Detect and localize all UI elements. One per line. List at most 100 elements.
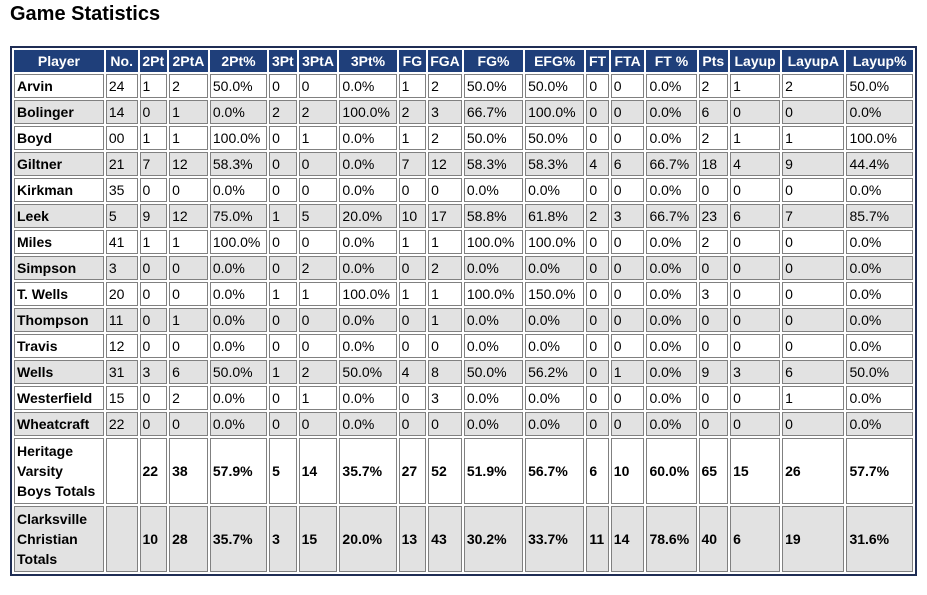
table-row: Kirkman 35 0 0 0.0% 0 0 0.0% 0 0 0.0% 0.0% 0 0 0.0% 0 0 0…	[14, 178, 913, 202]
stat-cell: 4	[586, 152, 609, 176]
total-stat-cell: 31.6%	[846, 506, 913, 572]
stat-cell: 0	[782, 256, 845, 280]
stat-cell: 0	[269, 412, 297, 436]
stat-cell: 17	[428, 204, 462, 228]
stat-cell: 0.0%	[463, 308, 524, 332]
stat-cell: 0	[398, 412, 427, 436]
stat-cell: 11	[105, 308, 138, 332]
stat-cell: 0	[586, 334, 609, 358]
stat-cell: 50.0%	[846, 360, 913, 384]
stat-cell: 2	[428, 74, 462, 98]
stat-cell: 50.0%	[846, 74, 913, 98]
total-stat-cell	[105, 506, 138, 572]
stat-cell: 22	[105, 412, 138, 436]
stat-cell: 1	[269, 282, 297, 306]
stat-cell: 0	[782, 230, 845, 254]
stat-cell: 0	[586, 256, 609, 280]
stat-cell: 12	[169, 204, 208, 228]
page-title: Game Statistics	[10, 3, 161, 25]
table-row: T. Wells 20 0 0 0.0% 1 1 100.0% 1 1 100.0% 150.0% 0 0…	[14, 282, 913, 306]
stat-cell: 0	[398, 386, 427, 410]
stat-cell: 50.0%	[209, 74, 268, 98]
stat-cell: 5	[105, 204, 138, 228]
player-name-cell: Bolinger	[14, 100, 104, 124]
stat-cell: 0.0%	[339, 74, 397, 98]
stat-cell: 2	[298, 256, 338, 280]
total-stat-cell: 51.9%	[463, 438, 524, 504]
stat-cell: 50.0%	[463, 74, 524, 98]
stat-cell: 0.0%	[209, 100, 268, 124]
stat-cell: 1	[398, 230, 427, 254]
stat-cell: 0	[586, 412, 609, 436]
stat-cell: 21	[105, 152, 138, 176]
stat-cell: 50.0%	[525, 126, 585, 150]
stat-cell: 150.0%	[525, 282, 585, 306]
stat-cell: 58.3%	[463, 152, 524, 176]
stat-cell: 0	[782, 282, 845, 306]
stat-cell: 0	[298, 412, 338, 436]
stat-cell: 6	[730, 204, 781, 228]
stat-cell: 0.0%	[339, 256, 397, 280]
stat-cell: 0.0%	[525, 256, 585, 280]
column-header: 2Pt%	[209, 50, 268, 72]
stat-cell: 0	[298, 308, 338, 332]
stat-cell: 1	[730, 74, 781, 98]
column-header: FG%	[463, 50, 524, 72]
player-name-cell: Boyd	[14, 126, 104, 150]
stat-cell: 0	[169, 282, 208, 306]
total-stat-cell: 14	[298, 438, 338, 504]
total-stat-cell: 11	[586, 506, 609, 572]
stat-cell: 2	[428, 126, 462, 150]
stat-cell: 0	[139, 386, 168, 410]
stat-cell: 0	[298, 230, 338, 254]
total-stat-cell: 14	[610, 506, 645, 572]
game-statistics-table: Player No. 2Pt 2PtA 2Pt% 3Pt 3PtA 3Pt% FG FGA FG% E…	[12, 48, 915, 574]
total-stat-cell: 57.7%	[846, 438, 913, 504]
stat-cell: 0.0%	[846, 256, 913, 280]
column-header: FT	[586, 50, 609, 72]
stat-cell: 6	[169, 360, 208, 384]
player-name-cell: Wheatcraft	[14, 412, 104, 436]
stat-cell: 7	[782, 204, 845, 228]
stat-cell: 0	[586, 74, 609, 98]
stat-cell: 2	[698, 230, 729, 254]
stat-cell: 44.4%	[846, 152, 913, 176]
table-row: Wheatcraft 22 0 0 0.0% 0 0 0.0% 0 0 0.0% 0.0% 0 0 0.0%…	[14, 412, 913, 436]
stat-cell: 1	[269, 204, 297, 228]
stat-cell: 58.8%	[463, 204, 524, 228]
table-row: Simpson 3 0 0 0.0% 0 2 0.0% 0 2 0.0% 0.0% 0 0 0.0% 0 0 0 0…	[14, 256, 913, 280]
stat-cell: 0.0%	[846, 334, 913, 358]
stat-cell: 1	[428, 282, 462, 306]
stat-cell: 0	[269, 126, 297, 150]
stat-cell: 0	[298, 74, 338, 98]
column-header: Layup%	[846, 50, 913, 72]
stat-cell: 0	[428, 178, 462, 202]
total-stat-cell: 38	[169, 438, 208, 504]
stat-cell: 15	[105, 386, 138, 410]
stat-cell: 0	[782, 308, 845, 332]
stat-cell: 0	[269, 178, 297, 202]
player-name-cell: Travis	[14, 334, 104, 358]
stat-cell: 0	[139, 412, 168, 436]
column-header: 3Pt%	[339, 50, 397, 72]
stat-cell: 56.2%	[525, 360, 585, 384]
total-stat-cell: 6	[730, 506, 781, 572]
stat-cell: 1	[269, 360, 297, 384]
table-row: Boyd 00 1 1 100.0% 0 1 0.0% 1 2 50.0% 50.0% 0 0 0.0% 2 1…	[14, 126, 913, 150]
stat-cell: 5	[298, 204, 338, 228]
stat-cell: 35	[105, 178, 138, 202]
stat-cell: 0	[298, 334, 338, 358]
total-stat-cell: 33.7%	[525, 506, 585, 572]
stat-cell: 0.0%	[463, 386, 524, 410]
player-name-cell: Thompson	[14, 308, 104, 332]
stat-cell: 3	[428, 100, 462, 124]
stat-cell: 100.0%	[339, 100, 397, 124]
table-header: Player No. 2Pt 2PtA 2Pt% 3Pt 3PtA 3Pt% FG FGA FG% E…	[14, 50, 913, 72]
stat-cell: 0	[169, 412, 208, 436]
column-header: 2PtA	[169, 50, 208, 72]
stat-cell: 3	[610, 204, 645, 228]
stat-cell: 10	[398, 204, 427, 228]
stat-cell: 0	[698, 308, 729, 332]
stat-cell: 0	[269, 308, 297, 332]
stat-cell: 3	[105, 256, 138, 280]
